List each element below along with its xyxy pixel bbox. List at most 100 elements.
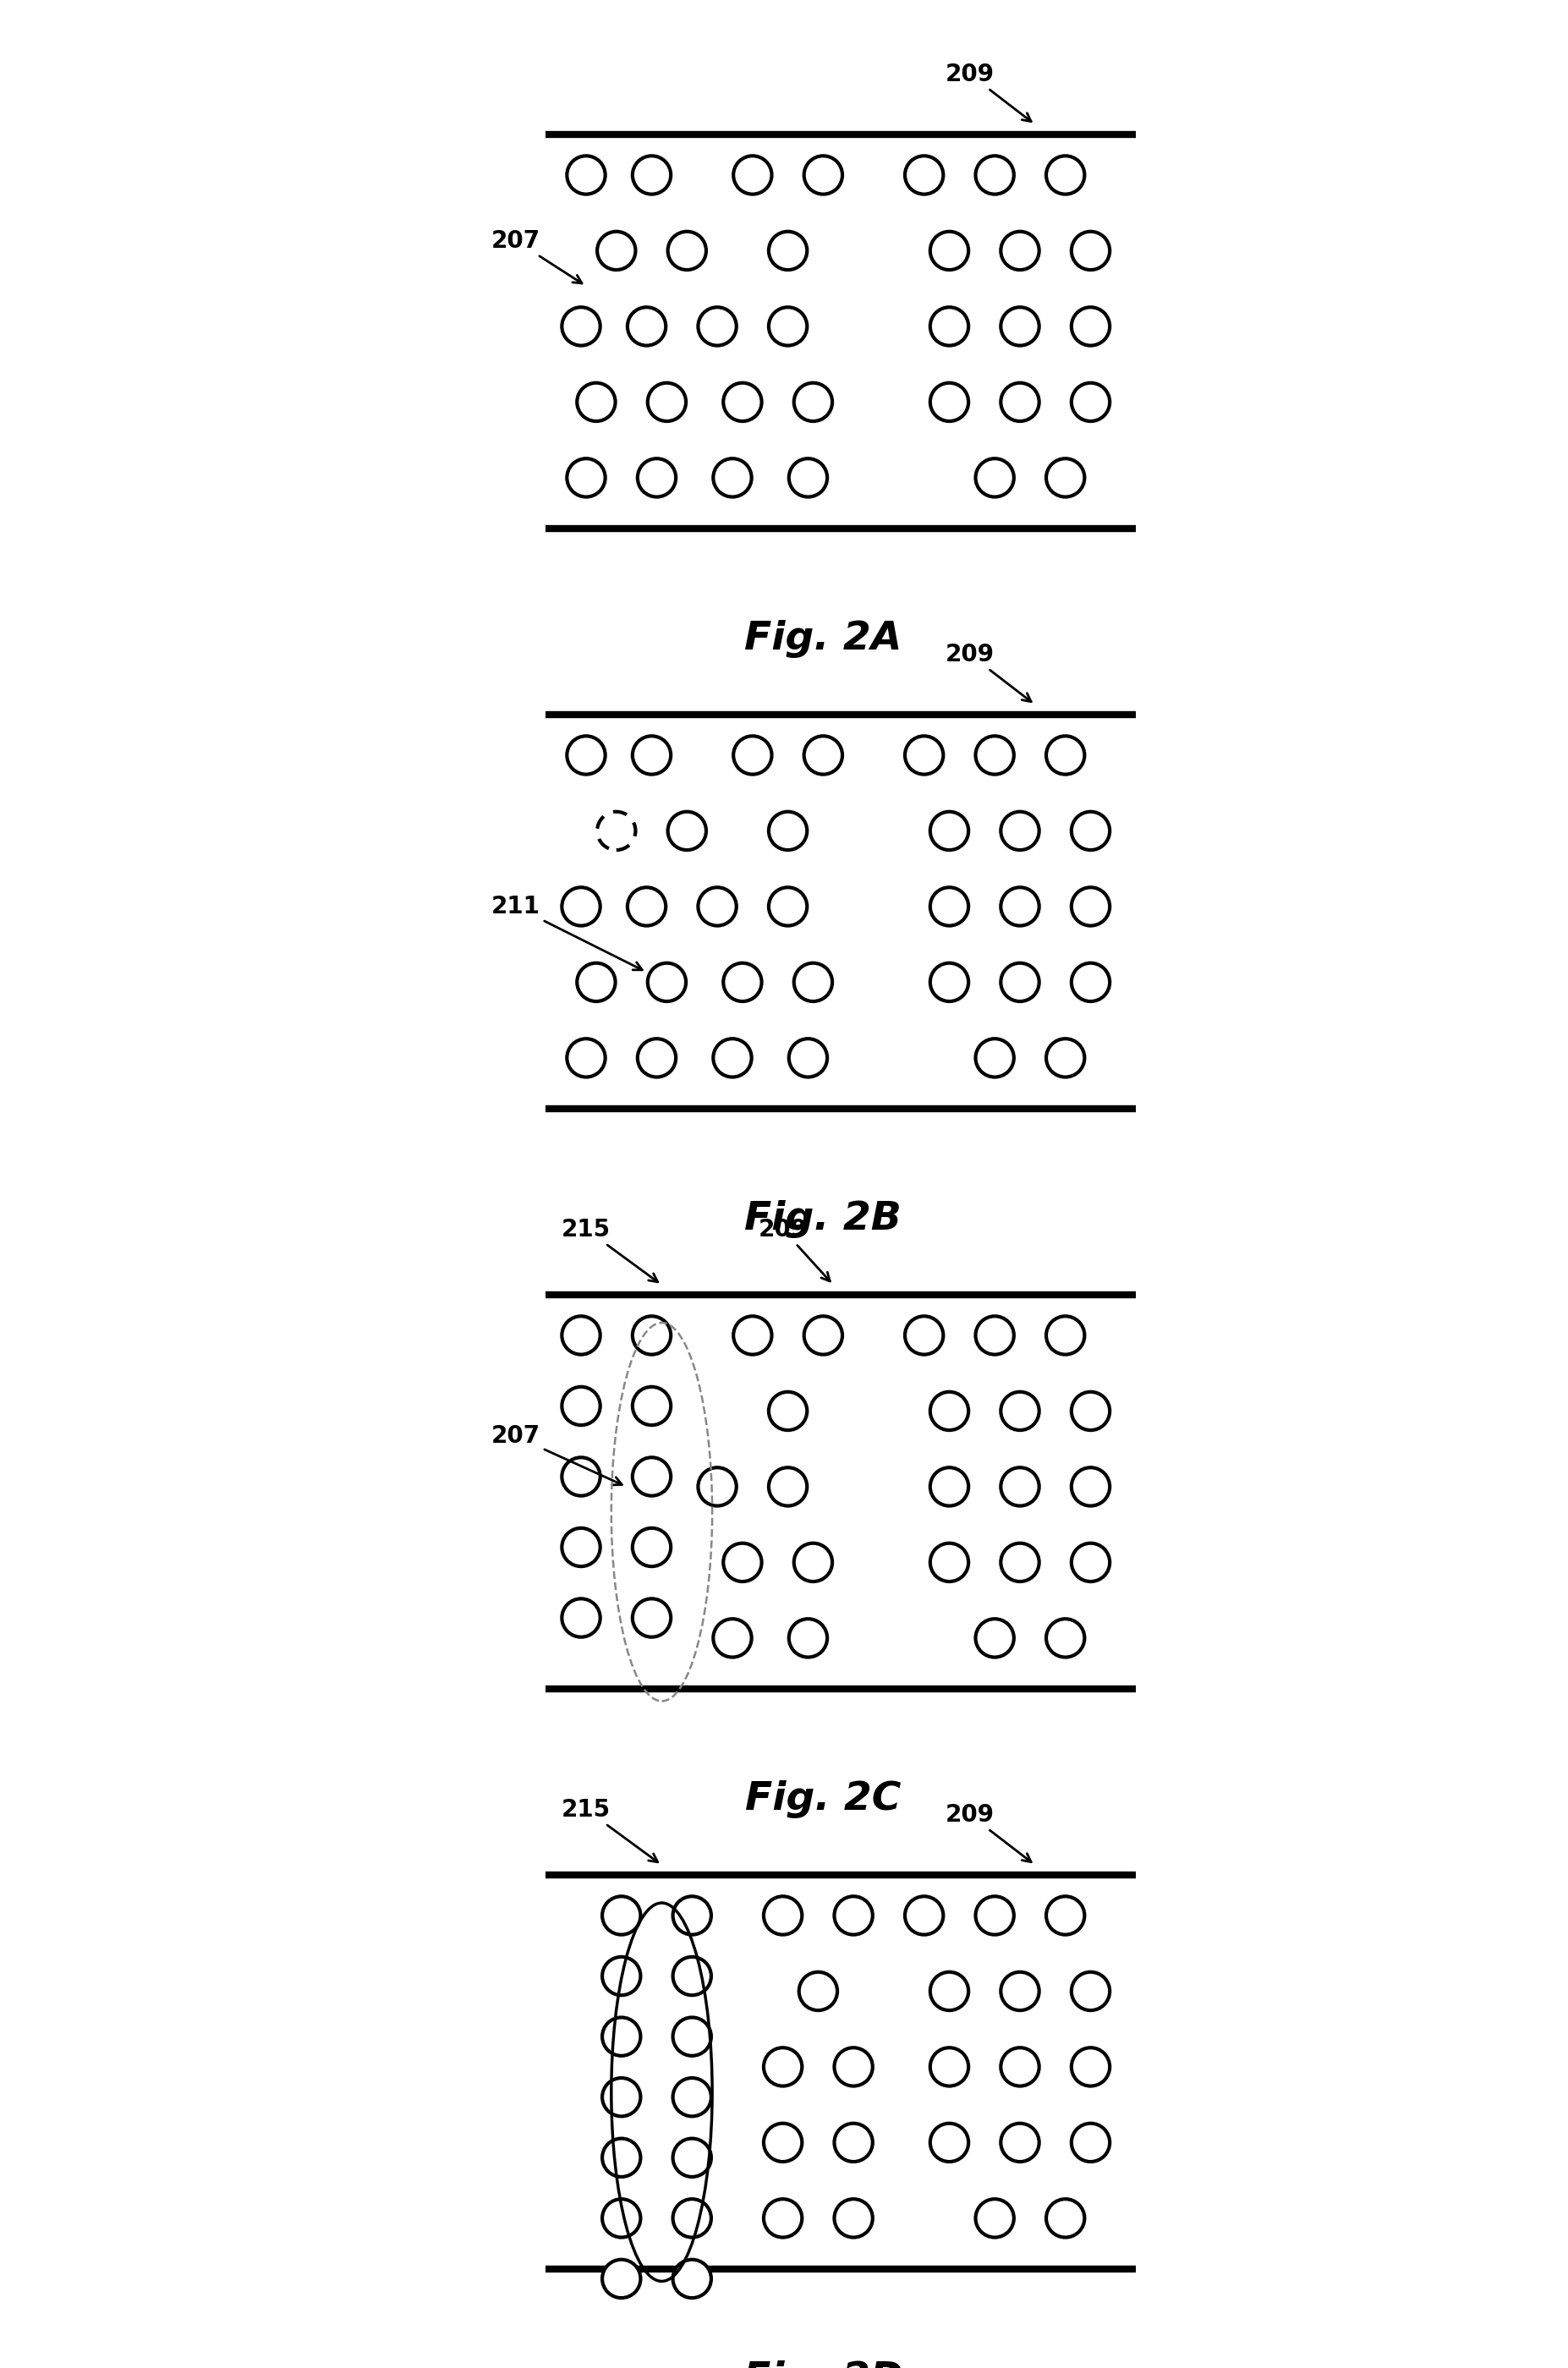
Circle shape bbox=[1046, 2200, 1085, 2238]
Circle shape bbox=[602, 2259, 641, 2297]
Circle shape bbox=[793, 964, 833, 1002]
Circle shape bbox=[1046, 1897, 1085, 1935]
Circle shape bbox=[1071, 1468, 1110, 1506]
Circle shape bbox=[1046, 736, 1085, 774]
Circle shape bbox=[723, 384, 762, 422]
Circle shape bbox=[734, 736, 771, 774]
Circle shape bbox=[1000, 232, 1040, 270]
Text: Fig. 2D: Fig. 2D bbox=[743, 2361, 903, 2368]
Circle shape bbox=[800, 1973, 837, 2010]
Circle shape bbox=[1071, 308, 1110, 346]
Circle shape bbox=[713, 459, 751, 497]
Circle shape bbox=[930, 1468, 969, 1506]
Circle shape bbox=[764, 2200, 801, 2238]
Circle shape bbox=[804, 736, 842, 774]
Circle shape bbox=[768, 232, 808, 270]
Circle shape bbox=[930, 232, 969, 270]
Circle shape bbox=[561, 1598, 601, 1636]
Text: 215: 215 bbox=[561, 1217, 657, 1281]
Circle shape bbox=[632, 156, 671, 194]
Circle shape bbox=[561, 1456, 601, 1497]
Circle shape bbox=[975, 1620, 1014, 1658]
Circle shape bbox=[673, 2200, 712, 2238]
Circle shape bbox=[632, 1527, 671, 1565]
Circle shape bbox=[975, 1040, 1014, 1077]
Circle shape bbox=[1000, 888, 1040, 926]
Circle shape bbox=[1071, 2124, 1110, 2162]
Text: 209: 209 bbox=[759, 1217, 829, 1281]
Circle shape bbox=[1046, 1317, 1085, 1354]
Circle shape bbox=[1071, 1392, 1110, 1430]
Circle shape bbox=[1071, 964, 1110, 1002]
Circle shape bbox=[930, 1544, 969, 1582]
Text: Fig. 2A: Fig. 2A bbox=[745, 620, 902, 658]
Circle shape bbox=[1000, 2124, 1040, 2162]
Circle shape bbox=[602, 1897, 641, 1935]
Circle shape bbox=[632, 1388, 671, 1426]
Circle shape bbox=[1046, 459, 1085, 497]
Circle shape bbox=[789, 1620, 828, 1658]
Circle shape bbox=[764, 2124, 801, 2162]
Text: 209: 209 bbox=[946, 642, 1032, 701]
Circle shape bbox=[632, 1456, 671, 1497]
Circle shape bbox=[1000, 1973, 1040, 2010]
Circle shape bbox=[975, 736, 1014, 774]
Circle shape bbox=[905, 1897, 944, 1935]
Circle shape bbox=[673, 2259, 712, 2297]
Circle shape bbox=[597, 812, 635, 850]
Circle shape bbox=[577, 964, 615, 1002]
Circle shape bbox=[834, 2200, 873, 2238]
Circle shape bbox=[734, 1317, 771, 1354]
Circle shape bbox=[764, 1897, 801, 1935]
Circle shape bbox=[632, 736, 671, 774]
Circle shape bbox=[793, 384, 833, 422]
Circle shape bbox=[768, 308, 808, 346]
Circle shape bbox=[713, 1620, 751, 1658]
Circle shape bbox=[834, 2124, 873, 2162]
Circle shape bbox=[1046, 156, 1085, 194]
Circle shape bbox=[561, 1317, 601, 1354]
Circle shape bbox=[1071, 384, 1110, 422]
Circle shape bbox=[632, 1317, 671, 1354]
Circle shape bbox=[1071, 888, 1110, 926]
Circle shape bbox=[561, 1527, 601, 1565]
Circle shape bbox=[804, 156, 842, 194]
Circle shape bbox=[834, 2048, 873, 2086]
Circle shape bbox=[1000, 964, 1040, 1002]
Text: Fig. 2B: Fig. 2B bbox=[745, 1201, 902, 1238]
Circle shape bbox=[577, 384, 615, 422]
Circle shape bbox=[1046, 1620, 1085, 1658]
Circle shape bbox=[930, 812, 969, 850]
Circle shape bbox=[930, 1973, 969, 2010]
Circle shape bbox=[638, 459, 676, 497]
Circle shape bbox=[627, 888, 666, 926]
Circle shape bbox=[568, 156, 605, 194]
Circle shape bbox=[561, 1388, 601, 1426]
Circle shape bbox=[1071, 1544, 1110, 1582]
Text: 215: 215 bbox=[561, 1797, 657, 1861]
Text: 209: 209 bbox=[946, 62, 1032, 121]
Circle shape bbox=[789, 1040, 828, 1077]
Text: 211: 211 bbox=[491, 895, 643, 971]
Circle shape bbox=[975, 2200, 1014, 2238]
Text: 207: 207 bbox=[491, 1426, 622, 1485]
Circle shape bbox=[568, 1040, 605, 1077]
Circle shape bbox=[1000, 1468, 1040, 1506]
Circle shape bbox=[905, 1317, 944, 1354]
Circle shape bbox=[1000, 812, 1040, 850]
Circle shape bbox=[602, 2018, 641, 2055]
Circle shape bbox=[1000, 1392, 1040, 1430]
Circle shape bbox=[1071, 1973, 1110, 2010]
Circle shape bbox=[1071, 812, 1110, 850]
Circle shape bbox=[668, 812, 706, 850]
Circle shape bbox=[789, 459, 828, 497]
Circle shape bbox=[768, 1468, 808, 1506]
Circle shape bbox=[930, 888, 969, 926]
Circle shape bbox=[1000, 2048, 1040, 2086]
Circle shape bbox=[723, 964, 762, 1002]
Circle shape bbox=[905, 736, 944, 774]
Circle shape bbox=[768, 1392, 808, 1430]
Circle shape bbox=[793, 1544, 833, 1582]
Circle shape bbox=[561, 888, 601, 926]
Circle shape bbox=[930, 2124, 969, 2162]
